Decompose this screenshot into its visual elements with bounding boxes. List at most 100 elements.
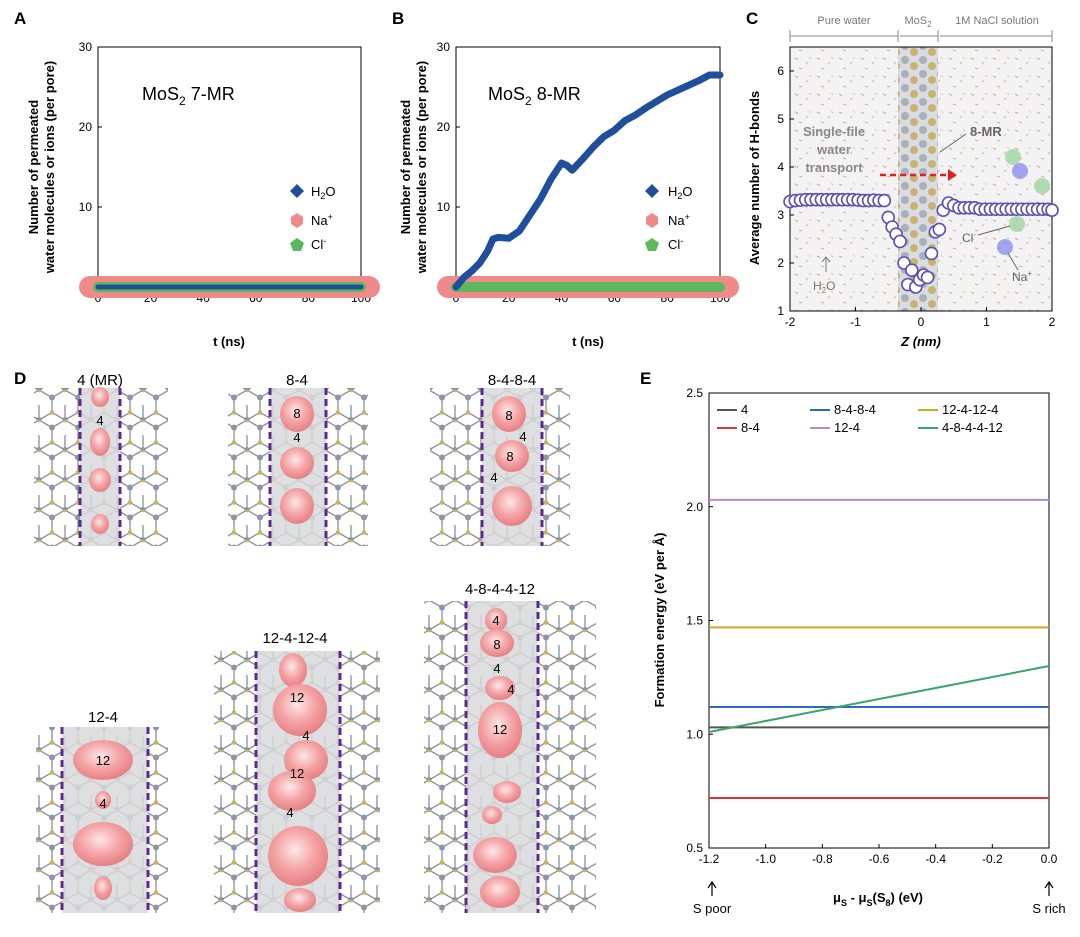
x-tick-label-e-6: 0.0	[1041, 852, 1058, 866]
pore-blob-s5c	[284, 740, 328, 780]
y-tick-label-c-2: 3	[777, 208, 784, 222]
region-label-mos2: MoS2	[904, 15, 932, 29]
hbond-point-30	[924, 246, 939, 261]
pore-blob-s1c	[89, 468, 111, 492]
ring-label-s5-4: 4	[286, 805, 293, 820]
pore-blob-s6h	[480, 876, 520, 908]
y-axis-label-a-line1: Number of permeated	[26, 100, 41, 234]
region-label-nacl: 1M NaCl solution	[955, 15, 1039, 27]
y-tick-label-c-1: 2	[777, 256, 784, 270]
legend-label-e-2: 8-4-8-4	[834, 402, 876, 417]
na-ion-2	[997, 239, 1013, 255]
pore-blob-s4a	[73, 740, 133, 780]
y-axis-label-c: Average number of H-bonds	[747, 91, 762, 265]
plot-frame-b	[455, 46, 721, 288]
ticks-c: -2 -1 0 1 2 1 2 3 4 5 6	[777, 64, 1055, 329]
series-b	[437, 71, 739, 298]
panel-letter-e: E	[640, 369, 651, 388]
pore-blob-s5a	[279, 653, 307, 687]
x-tick-label-e-4: -0.4	[925, 852, 946, 866]
legend-label-e-1: 8-4	[741, 420, 760, 435]
annotation-na-pointer	[1007, 252, 1019, 271]
y-tick-label-e-1: 1.0	[686, 727, 703, 741]
structure-12-4: 12-4 12 4	[36, 709, 168, 913]
panel-b-title: MoS2 8-MR	[488, 84, 581, 108]
panel-letter-a: A	[14, 9, 26, 28]
cl-ion-3	[1009, 216, 1025, 232]
hbond-point-22	[893, 234, 907, 249]
legend-marker-na-a	[291, 213, 303, 228]
annotation-8mr-pointer	[939, 133, 967, 153]
y-tick-label-e-2: 1.5	[686, 614, 703, 628]
ring-label-s1-1: 4	[96, 413, 103, 428]
pore-blob-s1d	[91, 514, 109, 534]
arrow-up-icon-s-rich	[1044, 880, 1054, 896]
structure-8-4-8-4: 8-4-8-4 8 4 8 4	[430, 372, 570, 546]
ring-label-s6-2: 8	[493, 637, 500, 652]
pore-blob-s3b	[495, 440, 529, 472]
panel-d: D 4 (MR) 4 8-4 8 4	[14, 369, 596, 913]
plot-frame-e	[708, 392, 1050, 849]
annotation-8mr: 8-MR	[970, 124, 1002, 139]
ticks-e: -1.2 -1.0 -0.8 -0.6 -0.4 -0.2 0.0 0.5 1.0 1.5 2.0 2…	[686, 386, 1057, 866]
ring-label-s3-4: 4	[490, 470, 497, 485]
y-tick-label-b-1: 10	[437, 200, 451, 214]
y-tick-label-e-4: 2.5	[686, 386, 703, 400]
structure-12-4-12-4: 12-4-12-4 12 4 12 4	[214, 630, 380, 913]
x-tick-label-e-1: -1.0	[755, 852, 776, 866]
ring-label-s3-2: 4	[519, 429, 526, 444]
series-h2o-b	[452, 71, 724, 291]
legend-label-e-4: 12-4-12-4	[942, 402, 998, 417]
structure-label-s4: 12-4	[88, 709, 118, 726]
panel-c: C -2 -1 0 1 2 1 2 3 4 5 6 Pure water MoS2 1M NaCl …	[746, 9, 1059, 349]
pore-blob-s5f	[284, 888, 316, 912]
legend-label-h2o-a: H2O	[311, 184, 336, 201]
arrow-up-icon-s-poor	[707, 880, 717, 896]
ring-label-s6-5: 12	[493, 722, 507, 737]
panel-letter-b: B	[392, 9, 404, 28]
series-e	[708, 498, 1050, 799]
y-tick-label-c-5: 6	[777, 64, 784, 78]
pore-blob-s5e	[268, 826, 328, 886]
legend-label-cl-a: Cl-	[311, 236, 326, 252]
y-tick-label-a-2: 20	[79, 120, 93, 134]
x-tick-label-e-2: -0.8	[812, 852, 833, 866]
pore-blob-s6f	[482, 806, 502, 824]
legend-marker-h2o-b	[645, 184, 659, 198]
panel-letter-c: C	[746, 9, 758, 28]
ring-label-s6-4: 4	[507, 682, 514, 697]
legend-marker-na-b	[646, 213, 658, 228]
structure-label-s5: 12-4-12-4	[262, 630, 327, 647]
annotation-na: Na+	[1012, 269, 1032, 284]
y-tick-label-c-4: 5	[777, 112, 784, 126]
pore-blob-s1a	[91, 387, 109, 407]
x-tick-label-c-4: 2	[1049, 315, 1056, 329]
ring-label-s3-3: 8	[506, 449, 513, 464]
panel-e: E -1.2 -1.0 -0.8 -0.6 -0.4 -0.2 0.0 0.5 1.0 1.5 2.…	[640, 369, 1066, 916]
structure-label-s3: 8-4-8-4	[488, 372, 536, 389]
x-tick-label-c-2: 0	[918, 315, 925, 329]
x-axis-label-c: Z (nm)	[900, 334, 941, 349]
ring-label-s4-1: 12	[96, 753, 110, 768]
y-axis-label-e: Formation energy (eV per Å)	[652, 533, 667, 708]
pore-blob-s6g	[473, 837, 517, 873]
pore-blob-s6c	[485, 676, 515, 700]
panel-a-title: MoS2 7-MR	[142, 84, 235, 108]
y-tick-label-e-3: 2.0	[686, 500, 703, 514]
ring-label-s5-2: 4	[302, 728, 309, 743]
hbond-point-32	[932, 222, 947, 237]
y-axis-label-b-line1: Number of permeated	[398, 100, 413, 234]
legend-b: H2O Na+ Cl-	[645, 184, 693, 252]
panel-b: B 0204060801000102030 MoS2 8-MR t (ns) N…	[392, 9, 739, 349]
hbond-point-18	[877, 193, 892, 208]
legend-label-na-a: Na+	[311, 212, 333, 228]
annotation-cl-pointer	[977, 225, 1011, 236]
na-ion-1	[1012, 163, 1028, 179]
annotation-single-file-2: water	[816, 142, 851, 157]
y-tick-label-a-3: 30	[79, 40, 93, 54]
pore-blob-s4b	[95, 791, 111, 809]
annotation-h2o-arrow	[821, 256, 831, 272]
legend-e: 4 8-4 8-4-8-4 12-4 12-4-12-4 4-8-4-4-12	[717, 402, 1003, 435]
label-s-poor: S poor	[693, 901, 732, 916]
pore-blob-s6e	[493, 781, 521, 803]
